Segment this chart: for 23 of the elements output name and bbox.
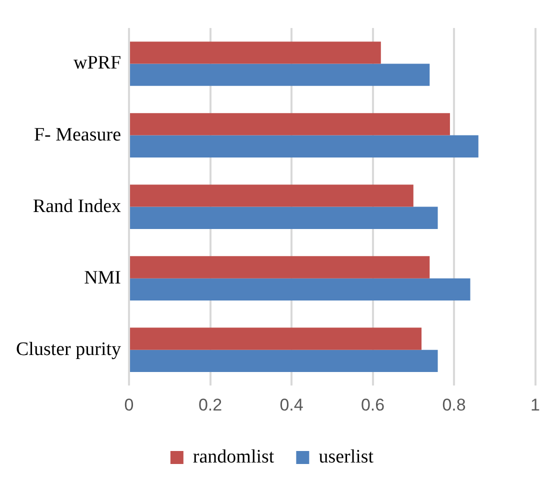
x-tick-label: 0.8 xyxy=(442,395,466,414)
y-tick-label: NMI xyxy=(84,267,122,288)
bar xyxy=(130,184,414,207)
y-tick-label: wPRF xyxy=(73,52,122,74)
y-tick-label: Rand Index xyxy=(32,196,122,217)
bar xyxy=(130,113,450,136)
x-tick-label: 0 xyxy=(124,395,134,414)
x-tick-label: 0.4 xyxy=(280,395,304,414)
bar xyxy=(130,256,430,278)
bar xyxy=(130,135,478,158)
legend-label: randomlist xyxy=(192,446,275,468)
bar xyxy=(130,206,438,229)
x-tick-label: 1 xyxy=(530,395,540,414)
bar xyxy=(130,328,422,350)
legend-label: userlist xyxy=(318,446,374,468)
bar xyxy=(130,278,470,300)
bar xyxy=(130,350,438,372)
bar xyxy=(130,64,430,86)
y-tick-label: F- Measure xyxy=(34,124,122,146)
bar xyxy=(130,42,381,64)
x-tick-label: 0.2 xyxy=(198,395,222,414)
x-tick-label: 0.6 xyxy=(360,395,385,414)
y-tick-label: Cluster purity xyxy=(16,338,122,360)
